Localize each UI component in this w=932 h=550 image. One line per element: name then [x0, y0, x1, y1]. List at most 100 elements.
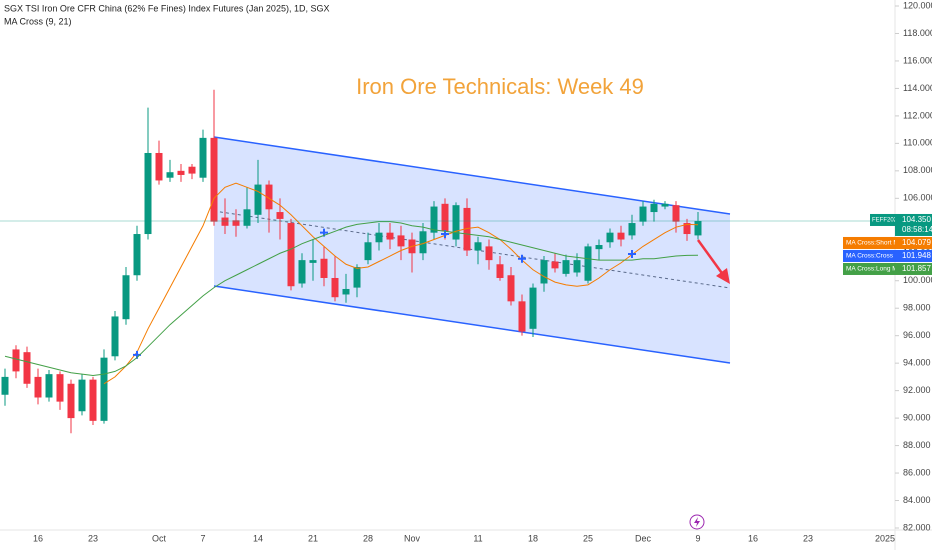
candle-body — [144, 152, 152, 235]
candle-body — [342, 288, 350, 295]
candle-body — [617, 232, 625, 240]
candle-body — [650, 203, 658, 213]
chart-title: Iron Ore Technicals: Week 49 — [356, 74, 644, 99]
candle-body — [419, 231, 427, 254]
candle-body — [606, 232, 614, 243]
arrow-shaft — [696, 239, 726, 277]
ma-tag-value: 101.948 — [902, 251, 931, 260]
arrow-head — [716, 268, 730, 284]
alert-icon[interactable] — [689, 514, 705, 530]
candle-body — [111, 316, 119, 357]
channel-upper — [213, 136, 731, 215]
ma-tag-box — [895, 249, 932, 262]
y-tick-label: 112.000 — [903, 110, 932, 120]
x-tick-label: 23 — [803, 533, 813, 543]
candle-body — [375, 232, 383, 243]
candle-body — [639, 206, 647, 222]
candle-body — [177, 170, 185, 175]
candle-body — [67, 383, 75, 419]
y-tick-label: 120.000 — [903, 0, 932, 10]
y-tick-label: 106.000 — [903, 193, 932, 203]
candle-body — [507, 275, 515, 302]
y-tick-label: 116.000 — [903, 55, 932, 65]
price-tag-box — [895, 213, 932, 236]
candle-body — [529, 287, 537, 329]
y-tick-label: 96.000 — [903, 330, 931, 340]
y-tick-label: 82.000 — [903, 522, 931, 532]
candle-body — [595, 245, 603, 250]
candle-body — [320, 258, 328, 278]
y-tick-label: 84.000 — [903, 495, 931, 505]
ma-tag-name: MA Cross:Long MA — [846, 266, 903, 273]
candle-body — [309, 260, 317, 263]
candle-body — [540, 260, 548, 284]
x-tick-label: 18 — [528, 533, 538, 543]
x-tick-label: 16 — [33, 533, 43, 543]
ma-line — [4, 221, 699, 377]
ma-tag-box — [895, 236, 932, 249]
y-tick-label: 108.000 — [903, 165, 932, 175]
y-tick-label: 110.000 — [903, 138, 932, 148]
candle-body — [133, 234, 141, 276]
x-tick-label: 14 — [253, 533, 263, 543]
ma-tag-name-box — [843, 236, 895, 249]
candle-body — [628, 223, 636, 236]
price-tag-value: 104.350 — [902, 215, 931, 224]
candle-body — [56, 374, 64, 402]
candle-body — [353, 267, 361, 288]
candle-body — [397, 235, 405, 247]
cross-marker — [518, 254, 526, 263]
y-tick-label: 86.000 — [903, 467, 931, 477]
x-tick-label: 28 — [363, 533, 373, 543]
x-tick-label: Oct — [152, 533, 167, 543]
candle-body — [221, 217, 229, 226]
ma-tag-name: MA Cross:Cross — [846, 253, 894, 260]
y-tick-label: 92.000 — [903, 385, 931, 395]
candle-body — [661, 203, 669, 207]
x-tick-label: 7 — [200, 533, 205, 543]
candle-body — [155, 152, 163, 181]
candle-body — [386, 232, 394, 240]
candle-body — [573, 260, 581, 273]
candle-body — [496, 264, 504, 278]
ma-line — [103, 182, 699, 385]
candle-body — [23, 352, 31, 384]
candle-body — [551, 261, 559, 269]
candle-body — [683, 223, 691, 235]
y-tick-label: 100.000 — [903, 275, 932, 285]
indicator-title: MA Cross (9, 21) — [4, 16, 72, 26]
candle-body — [485, 246, 493, 261]
candle-body — [441, 203, 449, 232]
x-tick-label: Dec — [635, 533, 652, 543]
candle-body — [1, 376, 9, 395]
cross-marker — [628, 249, 636, 258]
alert-bolt[interactable] — [694, 517, 700, 527]
candle-body — [199, 137, 207, 178]
candle-body — [584, 246, 592, 281]
y-tick-label: 118.000 — [903, 28, 932, 38]
candle-body — [331, 277, 339, 298]
x-tick-label: 25 — [583, 533, 593, 543]
x-tick-label: 21 — [308, 533, 318, 543]
candle-body — [34, 376, 42, 398]
ma-tag-value: 101.857 — [902, 264, 931, 273]
candle-body — [463, 207, 471, 251]
x-tick-label: 2025 — [875, 533, 895, 543]
candle-body — [276, 212, 284, 219]
y-tick-label: 90.000 — [903, 412, 931, 422]
candle-body — [452, 205, 460, 240]
candle-body — [243, 209, 251, 226]
channel-lower — [213, 285, 731, 364]
candle-body — [694, 220, 702, 236]
candle-body — [364, 242, 372, 261]
y-tick-label: 98.000 — [903, 303, 931, 313]
y-tick-label: 88.000 — [903, 440, 931, 450]
price-tag-name: FEFF2025 — [872, 218, 901, 224]
arrow — [696, 239, 730, 284]
candle-body — [287, 223, 295, 287]
candle-body — [12, 349, 20, 372]
ma-tag-box — [895, 262, 932, 275]
candle-body — [122, 275, 130, 320]
